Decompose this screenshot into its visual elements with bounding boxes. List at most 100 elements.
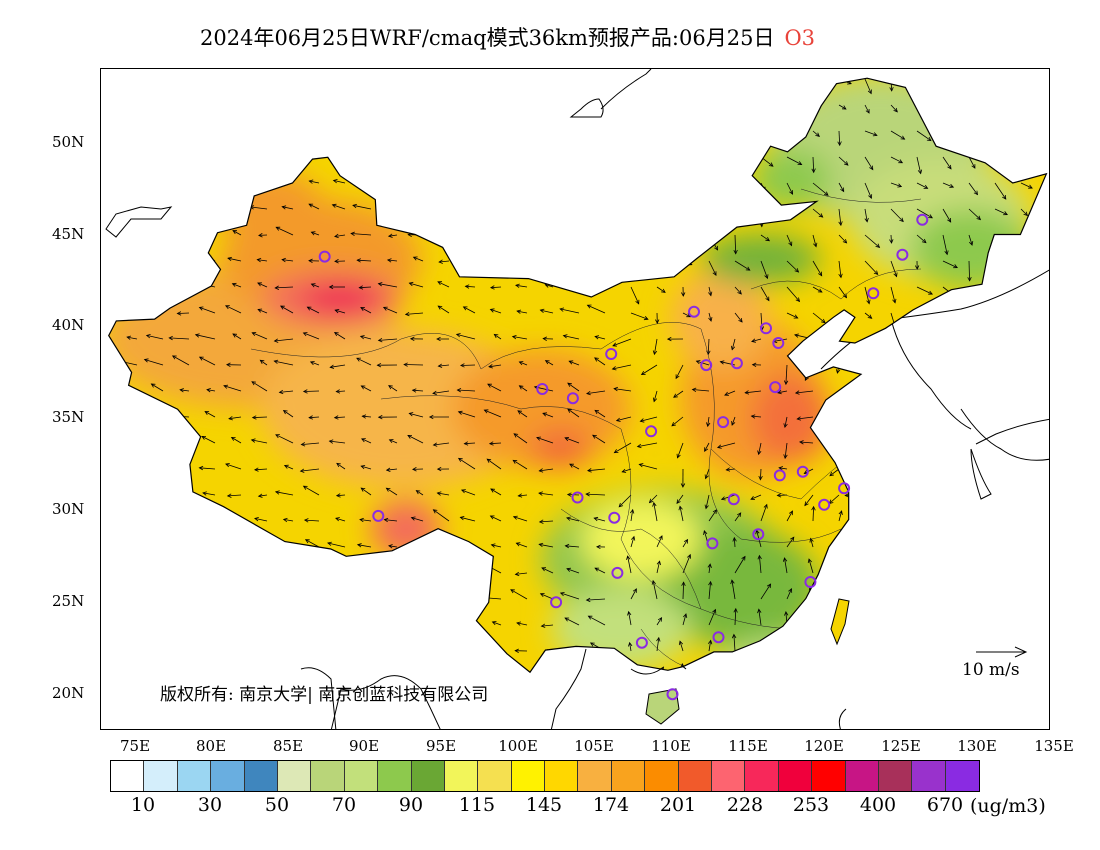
wind-arrow <box>436 491 450 496</box>
wind-arrow <box>871 416 892 421</box>
wind-arrow <box>812 234 818 248</box>
wind-arrow <box>786 630 792 652</box>
wind-arrow <box>254 618 268 626</box>
wind-arrow <box>227 102 242 108</box>
legend-swatch <box>478 761 512 791</box>
wind-arrow <box>431 122 450 132</box>
wind-arrow <box>1047 183 1050 187</box>
wind-arrow <box>1047 209 1050 218</box>
wind-arrow <box>799 440 814 445</box>
wind-arrow <box>562 178 580 184</box>
wind-arrow <box>120 488 138 496</box>
wind-arrow <box>274 490 294 496</box>
wind-arrow <box>200 204 216 210</box>
wind-arrow <box>435 539 450 548</box>
wind-arrow <box>786 156 803 165</box>
wind-arrow <box>865 688 876 703</box>
wind-arrow <box>783 416 788 429</box>
legend-swatch <box>244 761 278 791</box>
wind-arrow <box>1047 261 1050 278</box>
wind-arrow <box>257 78 268 80</box>
wind-arrow <box>254 467 268 472</box>
wind-arrow <box>838 693 842 703</box>
wind-arrow <box>890 508 896 522</box>
wind-arrow <box>778 466 788 471</box>
wind-arrow <box>154 438 164 444</box>
wind-arrow <box>630 694 634 703</box>
wind-arrow <box>511 98 528 106</box>
wind-arrow <box>568 228 580 236</box>
wind-arrow <box>864 104 870 114</box>
wind-arrow <box>890 182 903 188</box>
wind-arrow <box>334 571 346 576</box>
province-borders <box>250 188 922 670</box>
wind-arrow <box>890 104 898 113</box>
wind-arrow <box>1035 364 1047 369</box>
wind-arrow <box>409 336 424 342</box>
wind-arrow <box>968 130 976 143</box>
wind-arrow <box>890 156 904 164</box>
wind-arrow <box>386 178 398 184</box>
wind-arrow <box>437 363 450 368</box>
wind-arrow <box>586 304 606 314</box>
wind-arrow <box>890 208 904 223</box>
wind-arrow <box>978 335 996 341</box>
wind-arrow <box>411 154 424 159</box>
wind-arrow <box>594 335 606 340</box>
wind-arrow <box>1037 494 1047 507</box>
wind-arrow <box>994 130 999 142</box>
wind-arrow <box>994 234 1008 247</box>
legend-label: 145 <box>525 794 563 816</box>
wind-arrow <box>809 537 814 548</box>
wind-arrow <box>835 585 840 600</box>
wind-arrow <box>273 359 294 366</box>
wind-arrow <box>566 78 580 80</box>
wind-arrow <box>833 658 840 673</box>
wind-arrow <box>388 385 398 392</box>
wind-arrow <box>994 616 1000 626</box>
legend-label: 174 <box>592 794 630 816</box>
wind-arrow <box>362 152 372 158</box>
wind-arrow <box>176 311 190 316</box>
wind-arrow <box>708 509 717 522</box>
wind-arrow <box>760 130 766 142</box>
wind-arrow <box>914 664 919 673</box>
wind-arrow <box>282 726 293 730</box>
wind-arrow <box>385 467 398 472</box>
wind-arrow <box>331 100 346 106</box>
wind-arrow <box>168 335 190 341</box>
legend-swatch <box>111 761 145 791</box>
wind-arrow <box>493 676 501 680</box>
wind-arrow <box>560 102 580 107</box>
wind-arrow <box>951 363 970 368</box>
wind-arrow <box>652 501 658 522</box>
monitoring-site <box>688 305 700 318</box>
wind-arrow <box>149 519 164 524</box>
wind-arrow <box>939 610 944 626</box>
wind-arrow <box>968 312 979 320</box>
wind-arrow <box>734 693 738 703</box>
wind-arrow <box>811 505 816 522</box>
wind-arrow <box>145 648 164 654</box>
wind-arrow <box>838 182 845 193</box>
legend-swatch <box>678 761 713 791</box>
wind-arrow <box>571 700 579 704</box>
wind-arrow <box>785 208 790 221</box>
wind-arrow <box>965 614 970 626</box>
wind-arrow <box>968 565 974 574</box>
wind-arrow <box>594 567 606 574</box>
wind-arrow <box>852 389 866 394</box>
wind-arrow <box>377 414 398 420</box>
wind-arrow <box>757 442 762 456</box>
wind-arrow <box>656 286 666 293</box>
wind-arrow <box>542 412 554 418</box>
wind-arrow <box>333 332 346 340</box>
wind-arrow <box>864 608 876 626</box>
wind-arrow <box>760 503 768 522</box>
wind-arrow <box>968 234 974 246</box>
wind-arrow <box>277 565 294 574</box>
monitoring-site <box>730 357 743 370</box>
wind-arrow <box>308 415 320 420</box>
wind-arrow <box>682 613 688 626</box>
wind-arrow <box>968 208 982 221</box>
